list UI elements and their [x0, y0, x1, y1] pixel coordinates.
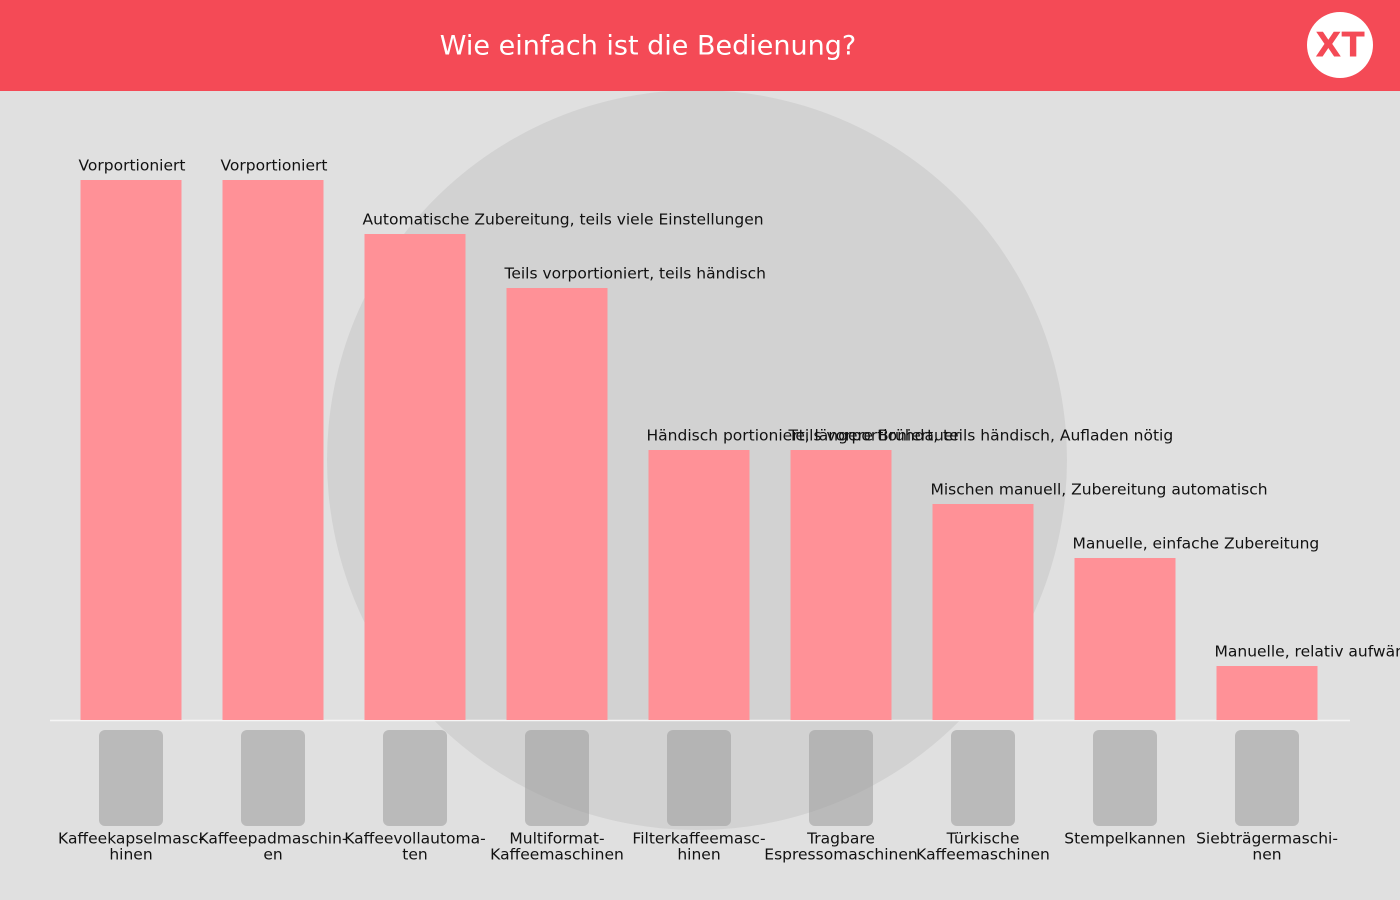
bar	[790, 450, 892, 720]
product-image	[241, 730, 305, 826]
x-tick-label: Türkische	[946, 830, 1020, 848]
logo-circle	[1307, 12, 1373, 78]
bar	[648, 450, 750, 720]
bar	[80, 180, 182, 720]
x-tick-label: en	[263, 846, 282, 864]
product-image	[383, 730, 447, 826]
x-tick-label: Multiformat-	[509, 830, 604, 848]
plot: Vorportioniert Kaffeekapselmasc-hinen Vorp…	[58, 157, 1400, 864]
bar-annotation: Manuelle, relativ aufwändige Zubereitung	[1215, 643, 1400, 661]
product-image	[525, 730, 589, 826]
x-tick-label: nen	[1252, 846, 1281, 864]
bar-annotation: Mischen manuell, Zubereitung automatisch	[931, 481, 1268, 499]
bar	[1074, 558, 1176, 720]
bar-annotation: Teils vorportioniert, teils händisch	[504, 265, 767, 283]
logo: XT	[1315, 26, 1365, 66]
header-bar	[0, 0, 1400, 91]
bar	[1216, 666, 1318, 720]
bar-annotation: Vorportioniert	[79, 157, 186, 175]
x-tick-label: Tragbare	[806, 830, 875, 848]
bar	[222, 180, 324, 720]
product-image	[99, 730, 163, 826]
x-tick-label: Kaffeemaschinen	[490, 846, 624, 864]
bar	[506, 288, 608, 720]
product-image	[951, 730, 1015, 826]
bar-annotation: Teils vorportioniert, teils händisch, Au…	[788, 427, 1174, 445]
x-tick-label: Siebträgermaschi-	[1196, 830, 1338, 848]
x-tick-label: ten	[402, 846, 427, 864]
bar-annotation: Händisch portioniert, längere Brühdauer	[647, 427, 961, 445]
bar	[932, 504, 1034, 720]
title: Wie einfach ist die Bedienung?	[440, 31, 856, 62]
bar-annotation: Automatische Zubereitung, teils viele Ei…	[363, 211, 764, 229]
product-image	[1093, 730, 1157, 826]
x-tick-label: Kaffeemaschinen	[916, 846, 1050, 864]
x-tick-label: Stempelkannen	[1064, 830, 1185, 848]
product-image	[667, 730, 731, 826]
x-tick-label: Kaffeevollautoma-	[344, 830, 485, 848]
bar-annotation: Vorportioniert	[221, 157, 328, 175]
x-tick-label: Kaffeekapselmasc-	[58, 830, 204, 848]
bar-annotation: Manuelle, einfache Zubereitung	[1073, 535, 1320, 553]
x-tick-label: hinen	[109, 846, 152, 864]
product-image	[1235, 730, 1299, 826]
x-tick-label: hinen	[677, 846, 720, 864]
x-tick-label: Kaffeepadmaschin-	[198, 830, 347, 848]
x-tick-label: Espressomaschinen	[764, 846, 917, 864]
x-tick-label: Filterkaffeemasc-	[632, 830, 765, 848]
product-image	[809, 730, 873, 826]
bar	[364, 234, 466, 720]
